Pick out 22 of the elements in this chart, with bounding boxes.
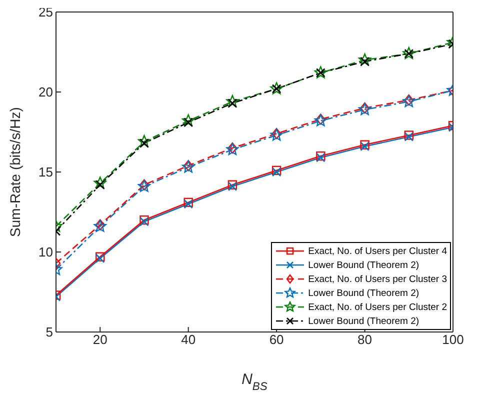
legend-label: Exact, No. of Users per Cluster 4 <box>308 246 447 256</box>
x-tick-label: 100 <box>442 332 464 348</box>
legend-label: Exact, No. of Users per Cluster 3 <box>308 274 447 284</box>
x-tick-label: 60 <box>269 332 284 348</box>
y-tick-label: 5 <box>46 324 53 340</box>
point <box>182 114 195 126</box>
y-tick-label: 10 <box>38 244 53 260</box>
point <box>138 135 151 148</box>
point <box>358 53 372 66</box>
x-tick-label: 40 <box>181 332 196 348</box>
legend-label: Lower Bound (Theorem 2) <box>308 288 420 298</box>
legend-label: Exact, No. of Users per Cluster 2 <box>308 302 447 312</box>
y-tick-label: 20 <box>38 84 53 100</box>
y-tick-label: 15 <box>38 164 53 180</box>
legend-label: Lower Bound (Theorem 2) <box>308 260 420 270</box>
legend-label: Lower Bound (Theorem 2) <box>308 316 420 326</box>
y-axis-title: Sum-Rate (bits/s/Hz) <box>7 107 23 237</box>
x-axis-title: N$_{BS}$ <box>242 371 268 393</box>
x-tick-label: 80 <box>358 332 372 348</box>
point <box>226 95 239 108</box>
point <box>94 176 106 189</box>
x-tick-label: 20 <box>92 332 108 348</box>
